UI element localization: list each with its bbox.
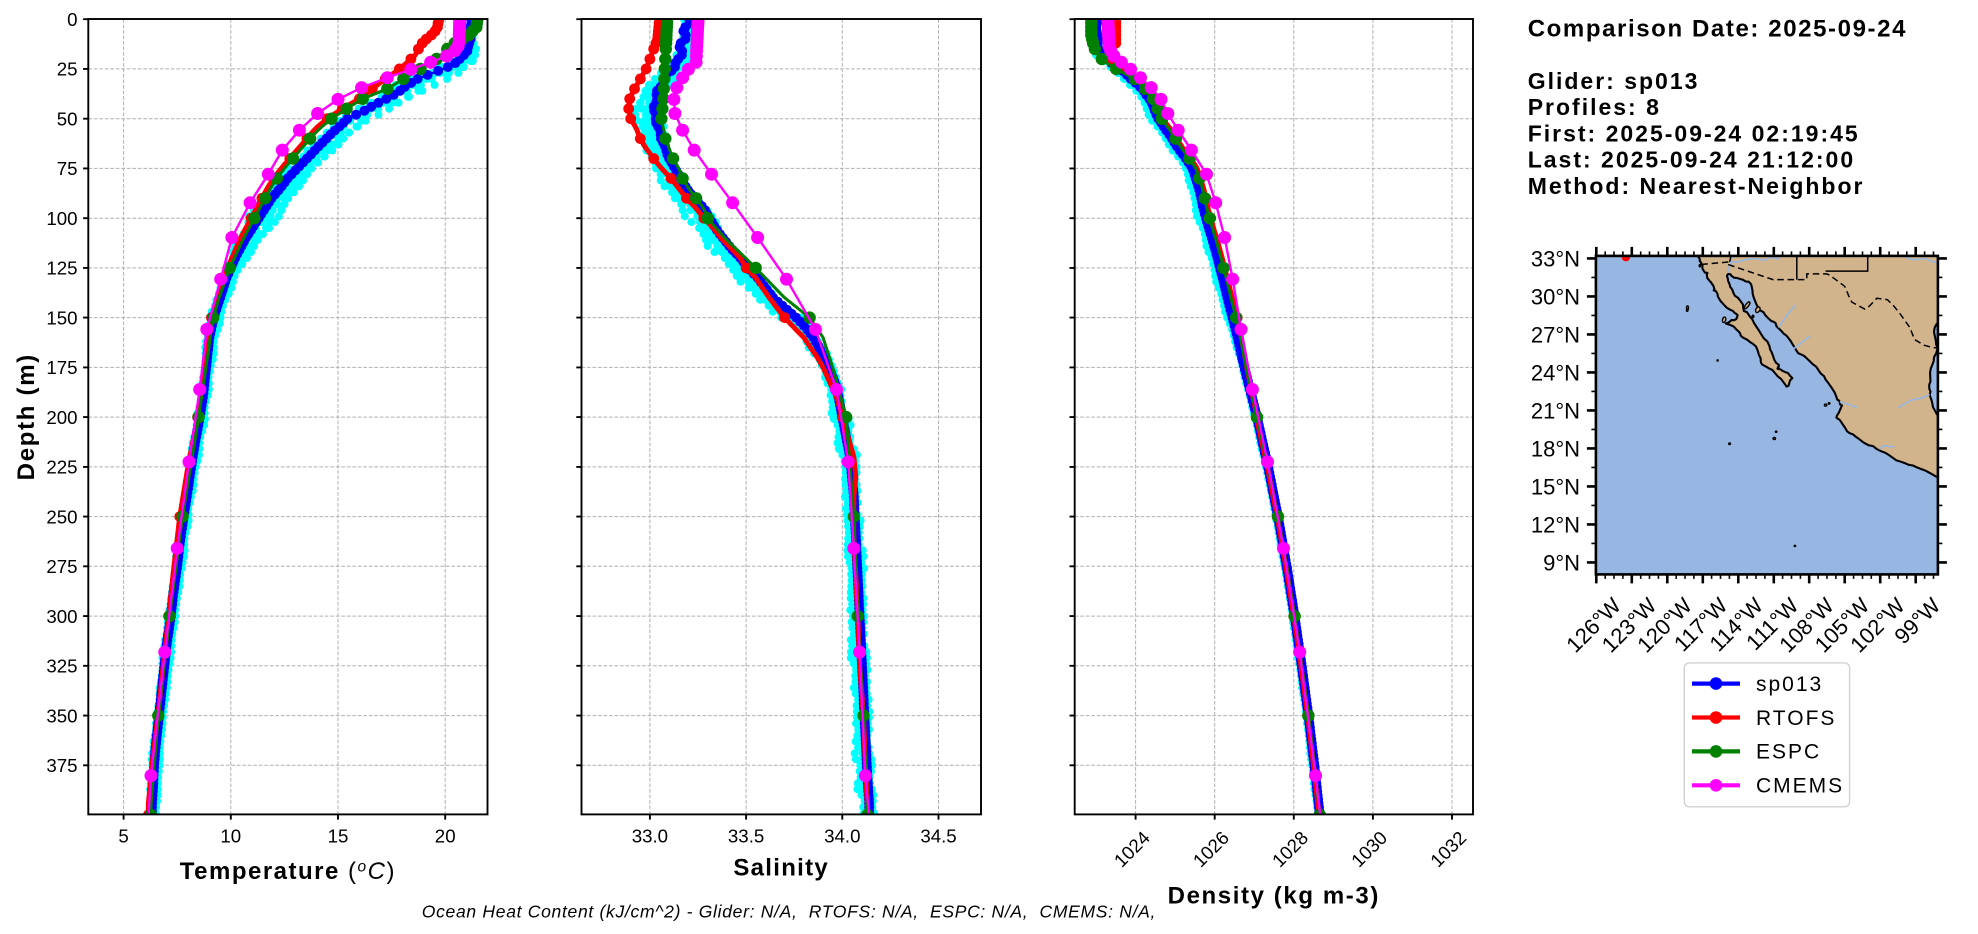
svg-text:Depth (m): Depth (m)	[13, 353, 40, 480]
svg-text:34.5: 34.5	[920, 825, 956, 846]
svg-text:225: 225	[46, 457, 77, 478]
svg-text:34.0: 34.0	[824, 825, 860, 846]
svg-text:275: 275	[46, 556, 77, 577]
svg-text:Ocean Heat Content (kJ/cm^2) -: Ocean Heat Content (kJ/cm^2) - Glider: N…	[422, 902, 1156, 922]
svg-text:12°N: 12°N	[1531, 512, 1580, 537]
svg-text:27°N: 27°N	[1531, 322, 1580, 347]
svg-text:Method: Nearest-Neighbor: Method: Nearest-Neighbor	[1528, 173, 1865, 199]
svg-text:5: 5	[118, 825, 128, 846]
svg-text:Profiles: 8: Profiles: 8	[1528, 94, 1661, 120]
svg-text:125: 125	[46, 258, 77, 279]
svg-text:sp013: sp013	[1756, 673, 1823, 696]
svg-text:100: 100	[46, 208, 77, 229]
svg-text:350: 350	[46, 705, 77, 726]
svg-text:300: 300	[46, 606, 77, 627]
svg-text:20: 20	[435, 825, 456, 846]
svg-text:200: 200	[46, 407, 77, 428]
svg-text:10: 10	[220, 825, 241, 846]
svg-text:First: 2025-09-24 02:19:45: First: 2025-09-24 02:19:45	[1528, 120, 1860, 146]
svg-text:21°N: 21°N	[1531, 398, 1580, 423]
svg-text:30°N: 30°N	[1531, 284, 1580, 309]
svg-text:50: 50	[57, 109, 78, 130]
svg-text:Salinity: Salinity	[733, 855, 829, 882]
svg-text:9°N: 9°N	[1543, 550, 1580, 575]
svg-text:Glider: sp013: Glider: sp013	[1528, 68, 1700, 94]
svg-text:150: 150	[46, 307, 77, 328]
svg-text:0: 0	[67, 9, 77, 30]
svg-text:RTOFS: RTOFS	[1756, 707, 1836, 730]
svg-text:15°N: 15°N	[1531, 474, 1580, 499]
svg-text:Comparison Date: 2025-09-24: Comparison Date: 2025-09-24	[1528, 16, 1907, 43]
svg-text:25: 25	[57, 59, 78, 80]
svg-text:33.5: 33.5	[728, 825, 764, 846]
svg-text:Last: 2025-09-24 21:12:00: Last: 2025-09-24 21:12:00	[1528, 147, 1855, 173]
svg-text:33°N: 33°N	[1531, 246, 1580, 271]
svg-text:15: 15	[328, 825, 349, 846]
svg-text:ESPC: ESPC	[1756, 741, 1821, 764]
svg-text:175: 175	[46, 357, 77, 378]
svg-text:325: 325	[46, 656, 77, 677]
svg-text:75: 75	[57, 158, 78, 179]
svg-text:375: 375	[46, 755, 77, 776]
svg-text:250: 250	[46, 506, 77, 527]
svg-text:33.0: 33.0	[632, 825, 668, 846]
svg-text:24°N: 24°N	[1531, 360, 1580, 385]
svg-text:18°N: 18°N	[1531, 436, 1580, 461]
svg-text:Density (kg m-3): Density (kg m-3)	[1168, 883, 1380, 910]
svg-text:CMEMS: CMEMS	[1756, 775, 1844, 798]
